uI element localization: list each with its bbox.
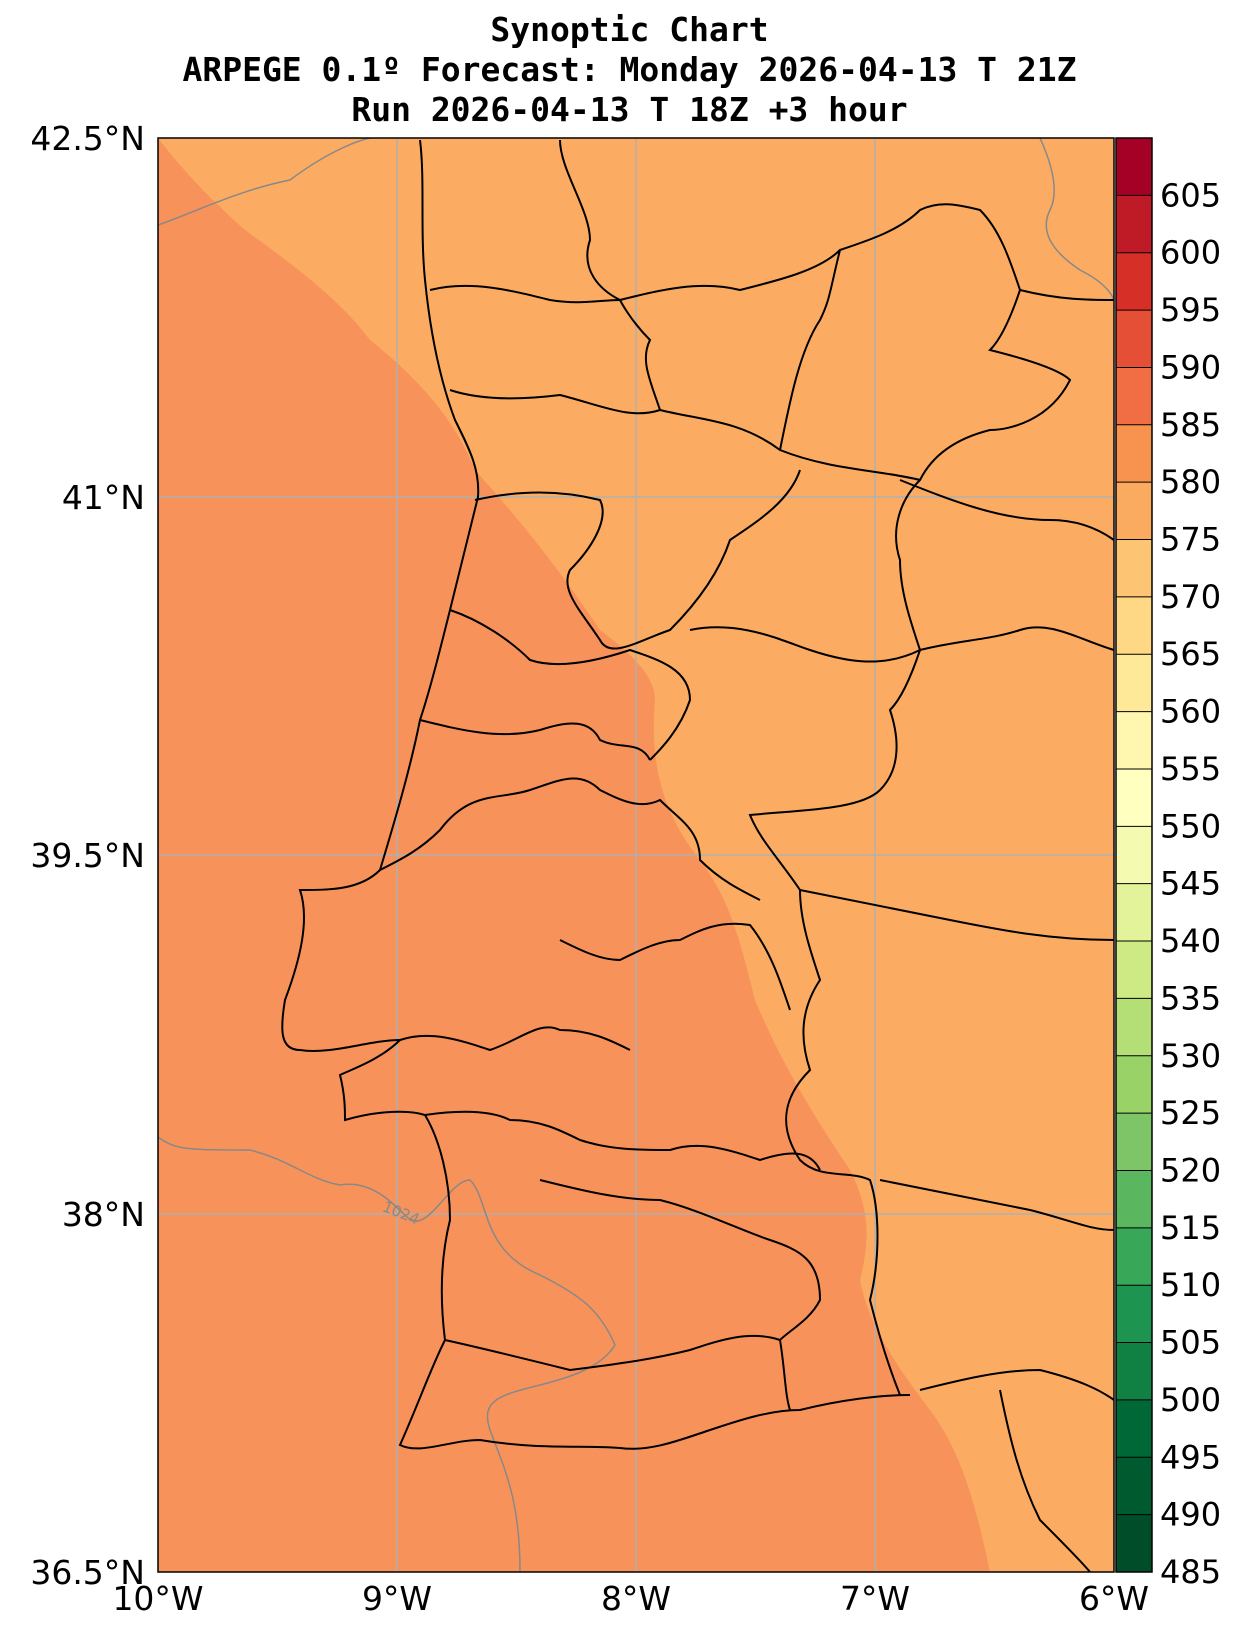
colorbar-label: 550 [1160, 807, 1221, 845]
colorbar-label: 515 [1160, 1209, 1221, 1247]
colorbar-label: 500 [1160, 1381, 1221, 1419]
colorbar-segment [1116, 1457, 1152, 1516]
colorbar-label: 575 [1160, 521, 1221, 559]
colorbar-label: 595 [1160, 291, 1221, 329]
border-portugal-spain [559, 139, 1072, 1396]
colorbar-label: 580 [1160, 463, 1221, 501]
colorbar: 605 600 595 590 585 580 575 570 565 560 555 550 545 5… [1115, 137, 1221, 1591]
colorbar-label: 600 [1160, 234, 1221, 272]
colorbar-label: 545 [1160, 865, 1221, 903]
colorbar-label: 535 [1160, 979, 1221, 1017]
colorbar-segment [1116, 883, 1152, 942]
colorbar-label: 490 [1160, 1496, 1221, 1534]
colorbar-label: 505 [1160, 1324, 1221, 1362]
colorbar-segment [1116, 1399, 1152, 1458]
colorbar-segment [1116, 1227, 1152, 1286]
colorbar-segment [1116, 1285, 1152, 1344]
colorbar-segment [1116, 310, 1152, 368]
chart-subtitle-forecast: ARPEGE 0.1º Forecast: Monday 2026-04-13 … [182, 50, 1077, 89]
lon-label: 8°W [601, 1579, 671, 1618]
lat-label: 36.5°N [30, 1553, 145, 1592]
coastline-and-borders [281, 139, 1114, 1572]
colorbar-label: 530 [1160, 1037, 1221, 1075]
colorbar-label: 585 [1160, 406, 1221, 444]
colorbar-segment [1116, 998, 1152, 1057]
colorbar-label: 590 [1160, 348, 1221, 386]
chart-title: Synoptic Chart [490, 10, 769, 49]
lon-label: 10°W [112, 1579, 203, 1618]
colorbar-label: 485 [1160, 1553, 1221, 1591]
colorbar-segment [1116, 367, 1152, 426]
colorbar-segment [1116, 826, 1152, 885]
colorbar-label: 560 [1160, 693, 1221, 731]
colorbar-segment [1116, 539, 1152, 598]
colorbar-label: 555 [1160, 750, 1221, 788]
colorbar-segment [1116, 596, 1152, 655]
colorbar-segment [1116, 195, 1152, 254]
colorbar-label: 510 [1160, 1266, 1221, 1304]
colorbar-label: 570 [1160, 578, 1221, 616]
map-frame [157, 137, 1115, 1573]
lat-label: 42.5°N [30, 119, 145, 158]
colorbar-segment [1116, 252, 1152, 311]
colorbar-segment [1116, 1342, 1152, 1401]
colorbar-segment [1116, 138, 1152, 196]
graticule [158, 138, 1114, 1572]
lat-label: 39.5°N [30, 836, 145, 875]
colorbar-label: 495 [1160, 1438, 1221, 1476]
colorbar-label: 540 [1160, 922, 1221, 960]
lon-label: 9°W [362, 1579, 432, 1618]
colorbar-segment [1116, 768, 1152, 827]
lon-label: 7°W [840, 1579, 910, 1618]
colorbar-segment [1116, 654, 1152, 713]
colorbar-label: 605 [1160, 176, 1221, 214]
colorbar-label: 520 [1160, 1151, 1221, 1189]
colorbar-segment [1116, 711, 1152, 770]
colorbar-segment [1116, 941, 1152, 999]
colorbar-label: 525 [1160, 1094, 1221, 1132]
colorbar-label: 565 [1160, 635, 1221, 673]
lon-label: 6°W [1079, 1579, 1149, 1618]
lat-label: 41°N [62, 478, 145, 517]
colorbar-segment [1116, 1514, 1152, 1573]
isobar-1024 [158, 138, 1114, 1572]
colorbar-segment [1116, 1055, 1152, 1114]
colorbar-segment [1116, 482, 1152, 541]
coastline-portugal [281, 139, 911, 1450]
colorbar-segment [1116, 1170, 1152, 1229]
chart-subtitle-run: Run 2026-04-13 T 18Z +3 hour [351, 90, 908, 129]
colorbar-segment [1116, 424, 1152, 483]
colorbar-segment [1116, 1113, 1152, 1171]
lat-label: 38°N [62, 1195, 145, 1234]
